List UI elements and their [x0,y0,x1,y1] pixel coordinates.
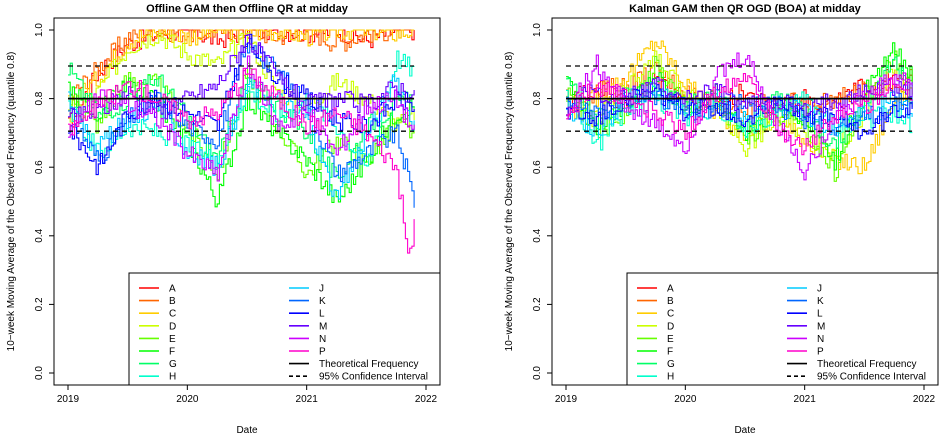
chart-title: Offline GAM then Offline QR at midday [146,3,349,15]
legend-label: J [319,284,324,295]
legend-label: J [817,284,822,295]
y-tick-label: 0.2 [532,297,543,311]
y-tick-label: 0.8 [34,91,45,105]
x-tick-label: 2022 [415,394,438,405]
x-axis-label: Date [236,425,258,436]
legend-label: N [817,334,824,345]
legend-label: H [169,372,176,383]
legend-label: A [169,284,176,295]
legend-label: K [817,296,824,307]
legend-label: C [169,309,176,320]
y-tick-label: 0.2 [34,297,45,311]
y-tick-label: 0.8 [532,91,543,105]
series-line-D [68,32,415,131]
series-line-B [68,29,415,100]
legend-label: M [319,321,327,332]
y-tick-label: 0.6 [532,160,543,174]
legend-label: E [667,334,674,345]
legend-box [128,272,441,386]
x-tick-label: 2021 [296,394,319,405]
series-line-F [68,77,415,208]
legend-label: D [169,321,176,332]
legend-label: B [667,296,674,307]
y-tick-label: 0.4 [34,228,45,242]
series-line-P [68,67,415,254]
x-tick-label: 2020 [674,394,697,405]
legend-label: A [667,284,674,295]
legend-label: 95% Confidence Interval [319,372,428,383]
series-group [68,29,415,254]
series-line-M [566,76,913,117]
y-axis-label: 10−week Moving Average of the Observed F… [6,52,17,352]
legend-label: F [667,347,673,358]
series-line-C [566,40,913,175]
series-group [566,40,913,182]
chart-title: Kalman GAM then QR OGD (BOA) at midday [629,3,862,15]
y-tick-label: 1.0 [34,23,45,37]
series-line-C [68,29,415,111]
right-chart-panel: Kalman GAM then QR OGD (BOA) at midday 20… [504,3,939,436]
legend-label: L [817,309,823,320]
x-tick-label: 2021 [794,394,817,405]
legend-label: Theoretical Frequency [319,359,419,370]
legend-label: H [667,372,674,383]
legend-label: G [667,359,675,370]
series-line-P [566,73,913,156]
legend-label: 95% Confidence Interval [817,372,926,383]
legend-label: P [817,347,824,358]
y-tick-label: 0.4 [532,228,543,242]
legend-label: M [817,321,825,332]
series-line-N [68,55,415,182]
legend-label: B [169,296,176,307]
left-chart-panel: Offline GAM then Offline QR at midday 201… [6,3,441,436]
x-axis-label: Date [734,425,756,436]
y-axis-label: 10−week Moving Average of the Observed F… [504,52,515,352]
legend-label: N [319,334,326,345]
legend-box [626,272,939,386]
y-tick-label: 1.0 [532,23,543,37]
legend-label: L [319,309,325,320]
y-tick-label: 0.6 [34,160,45,174]
legend-label: P [319,347,326,358]
legend-label: D [667,321,674,332]
series-line-G [68,62,415,179]
legend-label: K [319,296,326,307]
legend-label: F [169,347,175,358]
y-tick-label: 0.0 [34,366,45,380]
legend-label: E [169,334,176,345]
x-tick-label: 2022 [913,394,936,405]
legend-label: C [667,309,674,320]
x-tick-label: 2020 [176,394,199,405]
series-line-N [566,52,913,181]
legend-label: Theoretical Frequency [817,359,917,370]
x-tick-label: 2019 [555,394,578,405]
legend-label: G [169,359,177,370]
x-tick-label: 2019 [57,394,80,405]
y-tick-label: 0.0 [532,366,543,380]
